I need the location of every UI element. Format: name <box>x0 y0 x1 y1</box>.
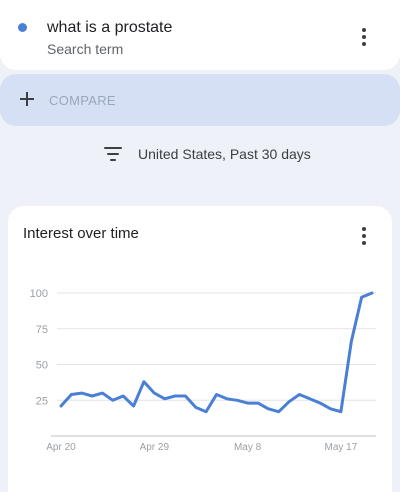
data-point[interactable] <box>277 410 281 414</box>
data-point[interactable] <box>266 407 270 411</box>
more-options-icon[interactable] <box>354 25 374 49</box>
data-point[interactable] <box>318 401 322 405</box>
data-point[interactable] <box>235 398 239 402</box>
interest-line-chart: 100 75 50 25 Apr 20 Apr 29 May 8 May 17 <box>30 288 376 453</box>
x-tick-label: May 17 <box>325 442 358 453</box>
data-point[interactable] <box>287 400 291 404</box>
search-term-subtitle: Search term <box>47 41 124 57</box>
data-point[interactable] <box>142 380 146 384</box>
series-color-dot <box>18 23 27 32</box>
data-point[interactable] <box>225 397 229 401</box>
search-term-title: what is a prostate <box>47 19 173 36</box>
search-term-card[interactable]: what is a prostate Search term <box>0 0 400 70</box>
data-point[interactable] <box>215 393 219 397</box>
data-point[interactable] <box>69 393 73 397</box>
data-point[interactable] <box>308 397 312 401</box>
data-point[interactable] <box>59 404 63 408</box>
interest-over-time-card: Interest over time 100 75 50 25 Apr 20 Apr 29… <box>8 206 392 492</box>
data-point[interactable] <box>297 393 301 397</box>
x-tick-label: Apr 29 <box>140 442 170 453</box>
data-point[interactable] <box>256 401 260 405</box>
y-tick-label: 75 <box>36 324 48 336</box>
y-tick-label: 50 <box>36 360 48 372</box>
data-point[interactable] <box>152 391 156 395</box>
interest-series-line <box>59 291 374 414</box>
data-point[interactable] <box>121 394 125 398</box>
plus-icon <box>20 92 34 106</box>
data-point[interactable] <box>173 394 177 398</box>
chart-more-options-icon[interactable] <box>354 224 374 248</box>
filter-icon[interactable] <box>104 147 122 161</box>
x-tick-label: Apr 20 <box>46 442 76 453</box>
data-point[interactable] <box>360 295 364 299</box>
compare-button[interactable] <box>0 74 400 126</box>
compare-label: COMPARE <box>49 93 116 108</box>
data-point[interactable] <box>100 391 104 395</box>
data-point[interactable] <box>111 398 115 402</box>
data-point[interactable] <box>194 405 198 409</box>
x-tick-label: May 8 <box>234 442 262 453</box>
data-point[interactable] <box>163 397 167 401</box>
data-point[interactable] <box>329 407 333 411</box>
data-point[interactable] <box>80 391 84 395</box>
y-tick-label: 100 <box>30 288 48 300</box>
chart-title: Interest over time <box>23 225 139 242</box>
data-point[interactable] <box>132 404 136 408</box>
data-point[interactable] <box>90 394 94 398</box>
data-point[interactable] <box>204 410 208 414</box>
data-point[interactable] <box>349 340 353 344</box>
data-point[interactable] <box>183 394 187 398</box>
data-point[interactable] <box>370 291 374 295</box>
location-timeframe-filter[interactable]: United States, Past 30 days <box>138 146 311 162</box>
data-point[interactable] <box>246 401 250 405</box>
y-tick-label: 25 <box>36 395 48 407</box>
data-point[interactable] <box>339 410 343 414</box>
